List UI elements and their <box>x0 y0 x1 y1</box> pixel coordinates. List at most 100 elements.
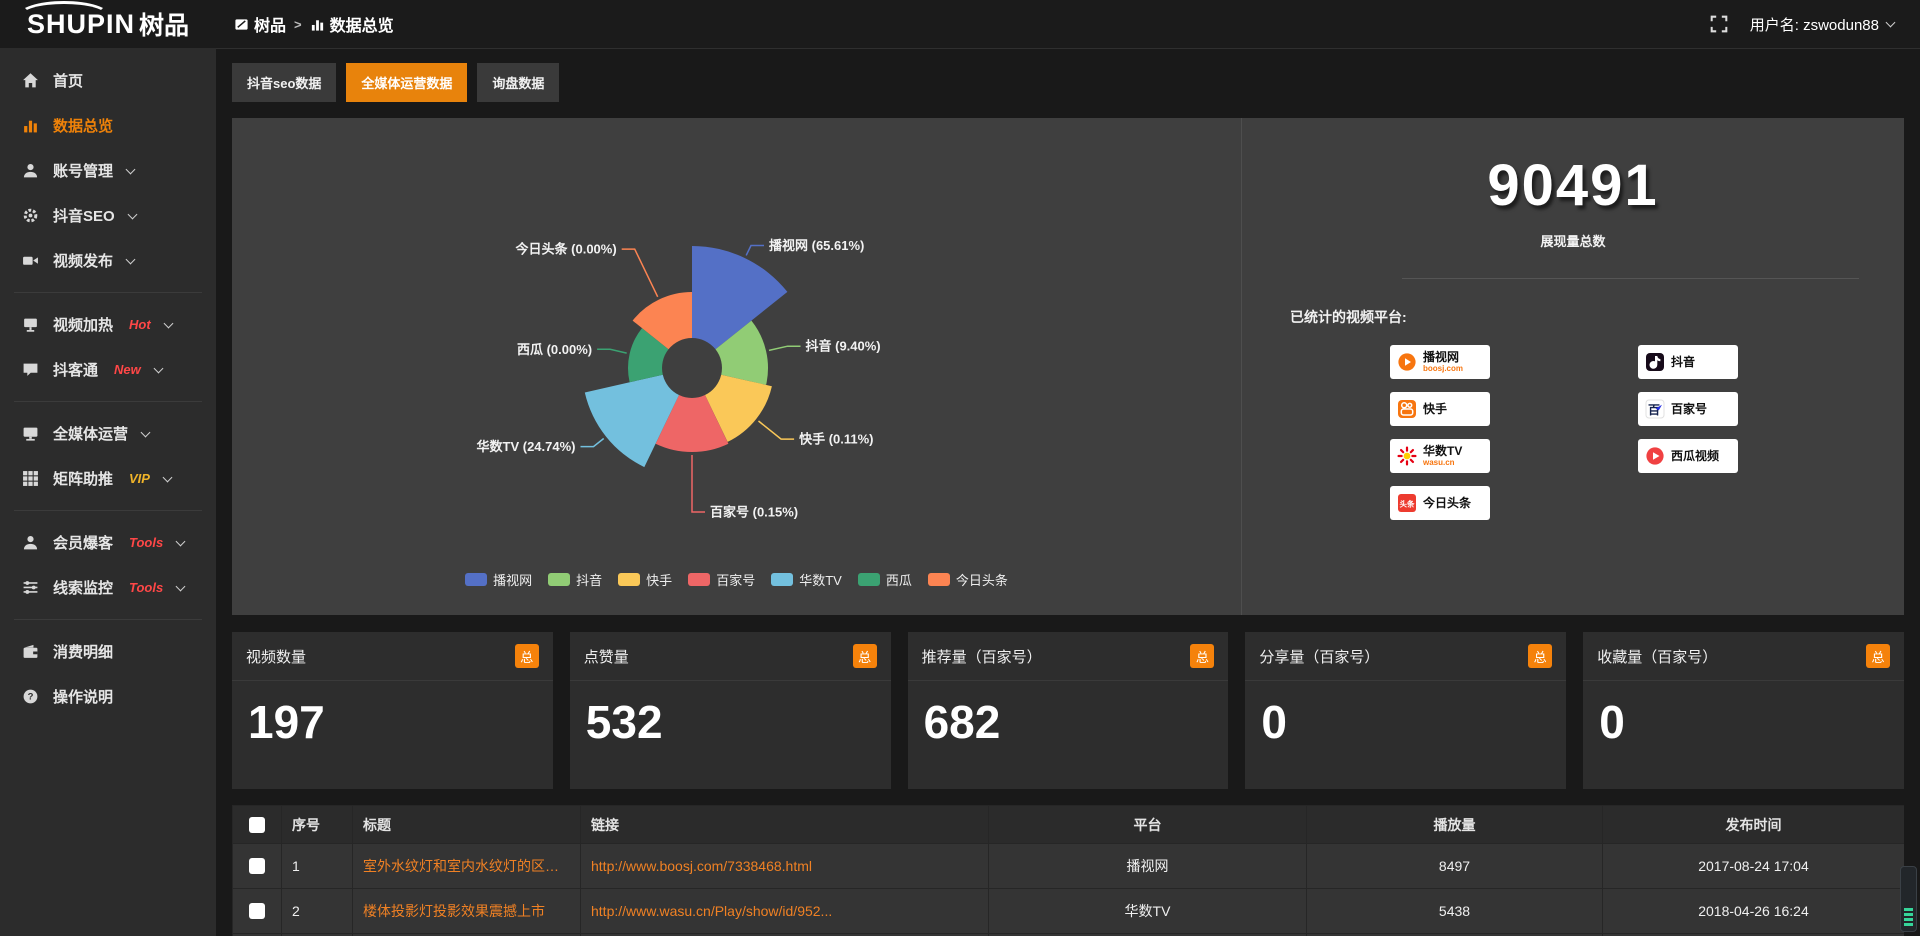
tab-抖音seo数据[interactable]: 抖音seo数据 <box>232 63 337 102</box>
main-content: 抖音seo数据 全媒体运营数据 询盘数据 播视网 (65.61%) 抖音 (9.40%… <box>216 48 1920 936</box>
member-icon <box>22 534 39 551</box>
tab-全媒体运营数据[interactable]: 全媒体运营数据 <box>346 63 468 102</box>
pie-slice-快手[interactable] <box>704 374 772 442</box>
sidebar-item-首页[interactable]: 首页 <box>0 58 216 103</box>
legend-swatch <box>927 573 950 586</box>
grid-icon <box>22 470 39 487</box>
chevron-down-icon <box>163 318 174 328</box>
cell-plays: 5438 <box>1306 888 1603 934</box>
chevron-down-icon <box>125 254 136 264</box>
sidebar-item-抖客通[interactable]: 抖客通 New <box>0 347 216 392</box>
breadcrumb: 树品 > 数据总览 <box>234 12 394 36</box>
stat-card-分享量（百家号）: 分享量（百家号） 总 0 <box>1245 632 1567 789</box>
app-logo[interactable]: SHUPIN 树品 <box>0 0 216 48</box>
sidebar-item-label: 视频加热 <box>53 317 114 334</box>
row-checkbox[interactable] <box>249 903 265 919</box>
column-header-发布时间: 发布时间 <box>1602 805 1904 844</box>
user-icon <box>22 162 39 179</box>
cell-publish-time: 2017-08-24 17:04 <box>1602 843 1904 889</box>
shupin-crumb-icon <box>235 18 248 30</box>
table-row: 2 楼体投影灯投影效果震撼上市 http://www.wasu.cn/Play/sh… <box>232 888 1904 934</box>
legend-item-快手[interactable]: 快手 <box>618 570 672 589</box>
summary-area: 90491 展现量总数 已统计的视频平台: 播视网 boosj.com 快手 华数TV… <box>1241 118 1904 615</box>
chevron-down-icon <box>125 164 136 174</box>
cell-url-link[interactable]: http://www.wasu.cn/Play/show/id/952... <box>580 888 989 934</box>
total-badge: 总 <box>1190 644 1215 668</box>
pie-slice-今日头条[interactable] <box>632 292 692 350</box>
sidebar-item-label: 全媒体运营 <box>53 426 129 443</box>
pie-slice-百家号[interactable] <box>655 395 728 452</box>
sidebar-item-操作说明[interactable]: ? 操作说明 <box>0 674 216 719</box>
pie-label-百家号: 百家号 (0.15%) <box>710 505 798 520</box>
svg-text:百: 百 <box>1648 403 1660 417</box>
sidebar-item-label: 线索监控 <box>53 580 114 597</box>
user-dropdown[interactable]: 用户名: zswodun88 <box>1750 14 1896 35</box>
chevron-down-icon <box>1885 17 1896 28</box>
sidebar-item-视频加热[interactable]: 视频加热 Hot <box>0 302 216 347</box>
chevron-down-icon <box>175 536 186 546</box>
sidebar-item-视频发布[interactable]: 视频发布 <box>0 238 216 283</box>
floating-widget[interactable] <box>1900 866 1917 932</box>
legend-item-百家号[interactable]: 百家号 <box>688 570 755 589</box>
row-checkbox-cell <box>232 843 282 889</box>
sidebar-item-badge: Tools <box>129 580 164 595</box>
legend-item-华数TV[interactable]: 华数TV <box>771 570 842 589</box>
legend-label: 西瓜 <box>885 573 912 588</box>
breadcrumb-root[interactable]: 树品 <box>234 12 286 36</box>
stat-card-label: 点赞量 <box>583 648 629 666</box>
select-all-checkbox[interactable] <box>249 816 265 833</box>
pie-slice-抖音[interactable] <box>715 320 768 385</box>
cell-title-link[interactable]: 室外水纹灯和室内水纹灯的区别和简介 <box>352 843 581 889</box>
sidebar-item-矩阵助推[interactable]: 矩阵助推 VIP <box>0 456 216 501</box>
total-badge: 总 <box>1528 644 1553 668</box>
legend-item-播视网[interactable]: 播视网 <box>465 570 532 589</box>
breadcrumb-current[interactable]: 数据总览 <box>310 12 394 36</box>
platform-badge-播视网: 播视网 boosj.com <box>1390 345 1490 379</box>
question-icon: ? <box>22 688 39 705</box>
overview-panel: 播视网 (65.61%) 抖音 (9.40%) 快手 (0.11%) 百家号 (0.1… <box>232 118 1904 615</box>
sidebar-item-账号管理[interactable]: 账号管理 <box>0 148 216 193</box>
platform-badge-抖音: 抖音 <box>1638 345 1738 379</box>
sidebar-item-label: 操作说明 <box>53 689 114 706</box>
legend-swatch <box>771 573 794 586</box>
rose-chart-area: 播视网 (65.61%) 抖音 (9.40%) 快手 (0.11%) 百家号 (0.1… <box>232 118 1241 615</box>
platform-name: 百家号 <box>1671 402 1708 416</box>
sidebar-item-会员爆客[interactable]: 会员爆客 Tools <box>0 520 216 565</box>
wallet-icon <box>22 643 39 660</box>
sidebar-item-消费明细[interactable]: 消费明细 <box>0 629 216 674</box>
tab-询盘数据[interactable]: 询盘数据 <box>477 63 560 102</box>
cell-plays: 8497 <box>1306 843 1603 889</box>
platform-badge-西瓜视频: 西瓜视频 <box>1638 439 1738 473</box>
sidebar-item-线索监控[interactable]: 线索监控 Tools <box>0 565 216 610</box>
cell-title-link[interactable]: 楼体投影灯投影效果震撼上市 <box>352 888 581 934</box>
fullscreen-icon[interactable] <box>1710 15 1728 33</box>
user-area: 用户名: zswodun88 <box>1710 14 1896 35</box>
total-badge: 总 <box>1865 644 1890 668</box>
pie-slice-播视网[interactable] <box>691 246 787 350</box>
stat-card-label: 视频数量 <box>246 648 307 666</box>
sidebar-item-全媒体运营[interactable]: 全媒体运营 <box>0 411 216 456</box>
legend-item-西瓜[interactable]: 西瓜 <box>857 570 912 589</box>
stat-card-value: 197 <box>248 696 325 748</box>
pie-slice-西瓜[interactable] <box>627 328 668 383</box>
row-checkbox[interactable] <box>249 858 265 874</box>
gear-icon <box>22 207 39 224</box>
sidebar-item-badge: Hot <box>129 317 151 332</box>
sidebar-item-抖音SEO[interactable]: 抖音SEO <box>0 193 216 238</box>
chart-legend: 播视网 抖音 快手 百家号 华数TV 西瓜 今日头条 <box>465 570 1008 589</box>
bar-chart-icon <box>22 117 39 134</box>
legend-item-抖音[interactable]: 抖音 <box>548 570 602 589</box>
legend-item-今日头条[interactable]: 今日头条 <box>927 570 1008 589</box>
pie-slice-华数TV[interactable] <box>584 374 679 468</box>
cell-url-link[interactable]: http://www.boosj.com/7338468.html <box>580 843 989 889</box>
chevron-down-icon <box>175 581 186 591</box>
platform-column: 播视网 boosj.com 快手 华数TV wasu.cn 头条 今日头条 <box>1390 345 1490 520</box>
toutiao-icon: 头条 <box>1398 494 1416 512</box>
chevron-down-icon <box>162 472 173 482</box>
select-all-checkbox-cell[interactable] <box>232 805 282 844</box>
stat-card-label: 收藏量（百家号） <box>1597 648 1718 666</box>
stat-card-推荐量（百家号）: 推荐量（百家号） 总 682 <box>907 632 1229 789</box>
sidebar-item-badge: New <box>114 362 141 377</box>
cell-index: 1 <box>281 843 353 889</box>
sidebar-item-数据总览[interactable]: 数据总览 <box>0 103 216 148</box>
